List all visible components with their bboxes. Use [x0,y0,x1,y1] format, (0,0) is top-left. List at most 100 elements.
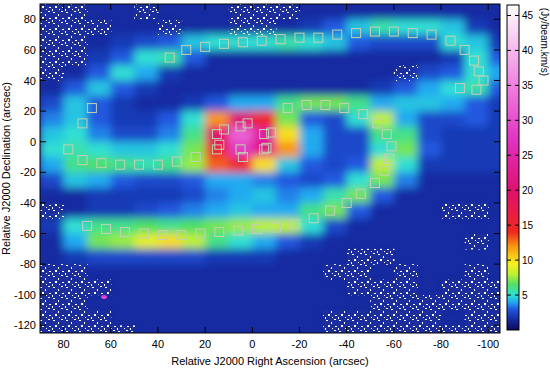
y-axis-label: Relative J2000 Declination (arcsec) [0,82,12,255]
aperture [196,229,205,238]
chart: 806040200-20-40-60-80-100806040200-20-40… [0,0,550,381]
aperture [220,39,229,48]
blank-speckle [87,325,111,333]
map-cell [134,234,158,250]
map-cell [182,234,206,250]
map-cell [417,325,441,333]
aperture [455,84,464,93]
map-cell [465,203,489,219]
map-cell [441,111,465,127]
map-cell [488,172,500,188]
color-tick [507,225,511,226]
map-cell [252,234,276,250]
blank-speckle [87,19,111,35]
map-cell [158,81,182,97]
map-cell [134,249,158,265]
map-cell [64,111,88,127]
map-cell [417,50,441,66]
x-tick-label: -80 [433,338,449,350]
map-cell [417,295,441,311]
color-bar: 51015202530354045(Jy/beam.km/s) [507,5,550,330]
x-tick [205,4,206,10]
aperture [120,228,129,237]
map-cell [488,19,500,35]
map-cell [488,142,500,158]
map-cell [394,65,418,81]
map-cell [441,310,465,326]
map-cell [182,157,206,173]
map-cell [441,295,465,311]
map-cell [394,279,418,295]
blank-speckle [40,310,64,326]
map-cell [441,50,465,66]
blank-speckle [441,279,465,295]
map-cell [229,19,253,35]
aperture [342,198,351,207]
map-cell [40,126,64,142]
map-cell [158,50,182,66]
map-cell [205,279,229,295]
map-cell [182,96,206,112]
map-cell [40,279,64,295]
map-cell [158,4,182,20]
aperture [215,140,224,149]
map-cell [299,234,323,250]
map-cell [299,157,323,173]
color-tick-label: 40 [522,45,534,56]
map-cell [87,249,111,265]
map-cell [441,218,465,234]
x-tick-label: 60 [105,338,117,350]
map-cell [417,310,441,326]
map-cell [252,295,276,311]
map-cell [252,172,276,188]
map-cell [252,50,276,66]
map-cell [40,19,64,35]
map-cell [134,35,158,51]
blank-speckle [394,65,418,81]
x-tick-label: 0 [249,338,255,350]
map-cell [40,65,64,81]
map-cell [394,218,418,234]
x-tick [488,4,489,10]
map-cell [158,203,182,219]
map-cell [64,310,88,326]
map-cell [87,111,111,127]
map-cell [394,81,418,97]
map-cell [134,264,158,280]
aperture [470,56,479,65]
map-cell [370,65,394,81]
blank-speckle [64,35,88,51]
map-cell [465,96,489,112]
map-cell [252,111,276,127]
map-cell [323,126,347,142]
map-cell [252,81,276,97]
map-cell [347,295,371,311]
map-cell [394,126,418,142]
blank-pixels [40,4,500,333]
y-tick-label: -40 [20,197,36,209]
blank-speckle [40,19,64,35]
map-cell [229,295,253,311]
map-cell [276,65,300,81]
map-cell [87,19,111,35]
blank-speckle [394,325,418,333]
map-cell [111,295,135,311]
map-cell [323,203,347,219]
map-cell [465,142,489,158]
aperture [333,30,342,39]
map-cell [87,157,111,173]
map-cell [229,96,253,112]
map-cell [488,279,500,295]
aperture [283,104,292,113]
map-cell [488,188,500,204]
map-cell [488,157,500,173]
map-cell [134,325,158,333]
map-cell [64,325,88,333]
map-cell [323,81,347,97]
y-tick [494,233,500,234]
color-bar-scale [507,5,519,330]
map-cell [182,126,206,142]
y-tick [40,172,46,173]
map-cell [417,81,441,97]
blank-speckle [465,279,489,295]
